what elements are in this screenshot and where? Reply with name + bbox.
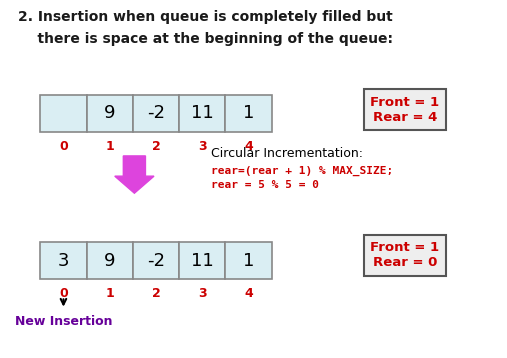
Text: -2: -2 bbox=[147, 252, 165, 270]
FancyBboxPatch shape bbox=[133, 242, 179, 279]
Text: 9: 9 bbox=[104, 252, 116, 270]
Text: 2: 2 bbox=[152, 140, 160, 153]
Text: 4: 4 bbox=[244, 140, 253, 153]
Text: 0: 0 bbox=[59, 140, 68, 153]
Text: 4: 4 bbox=[244, 287, 253, 300]
FancyBboxPatch shape bbox=[41, 242, 87, 279]
Text: 1: 1 bbox=[105, 140, 114, 153]
Text: 1: 1 bbox=[243, 104, 254, 122]
Text: 1: 1 bbox=[105, 287, 114, 300]
FancyBboxPatch shape bbox=[41, 95, 87, 132]
FancyBboxPatch shape bbox=[133, 95, 179, 132]
FancyBboxPatch shape bbox=[87, 242, 133, 279]
Text: -2: -2 bbox=[147, 104, 165, 122]
Text: 0: 0 bbox=[59, 287, 68, 300]
Text: 2. Insertion when queue is completely filled but: 2. Insertion when queue is completely fi… bbox=[18, 10, 392, 24]
Text: 3: 3 bbox=[58, 252, 69, 270]
Text: 3: 3 bbox=[198, 287, 207, 300]
Text: 1: 1 bbox=[243, 252, 254, 270]
Text: rear = 5 % 5 = 0: rear = 5 % 5 = 0 bbox=[211, 180, 319, 190]
Text: Front = 1
Rear = 0: Front = 1 Rear = 0 bbox=[371, 241, 440, 269]
Text: 3: 3 bbox=[198, 140, 207, 153]
FancyBboxPatch shape bbox=[226, 242, 272, 279]
FancyBboxPatch shape bbox=[87, 95, 133, 132]
Text: Front = 1
Rear = 4: Front = 1 Rear = 4 bbox=[371, 96, 440, 124]
Text: rear=(rear + 1) % MAX_SIZE;: rear=(rear + 1) % MAX_SIZE; bbox=[211, 166, 393, 176]
Text: Circular Incrementation:: Circular Incrementation: bbox=[211, 147, 364, 160]
FancyBboxPatch shape bbox=[226, 95, 272, 132]
FancyBboxPatch shape bbox=[179, 95, 226, 132]
FancyArrow shape bbox=[115, 156, 154, 193]
Text: 11: 11 bbox=[191, 252, 213, 270]
Text: 2: 2 bbox=[152, 287, 160, 300]
Text: there is space at the beginning of the queue:: there is space at the beginning of the q… bbox=[18, 32, 393, 45]
Text: New Insertion: New Insertion bbox=[15, 315, 112, 328]
FancyBboxPatch shape bbox=[179, 242, 226, 279]
Text: 11: 11 bbox=[191, 104, 213, 122]
Text: 9: 9 bbox=[104, 104, 116, 122]
